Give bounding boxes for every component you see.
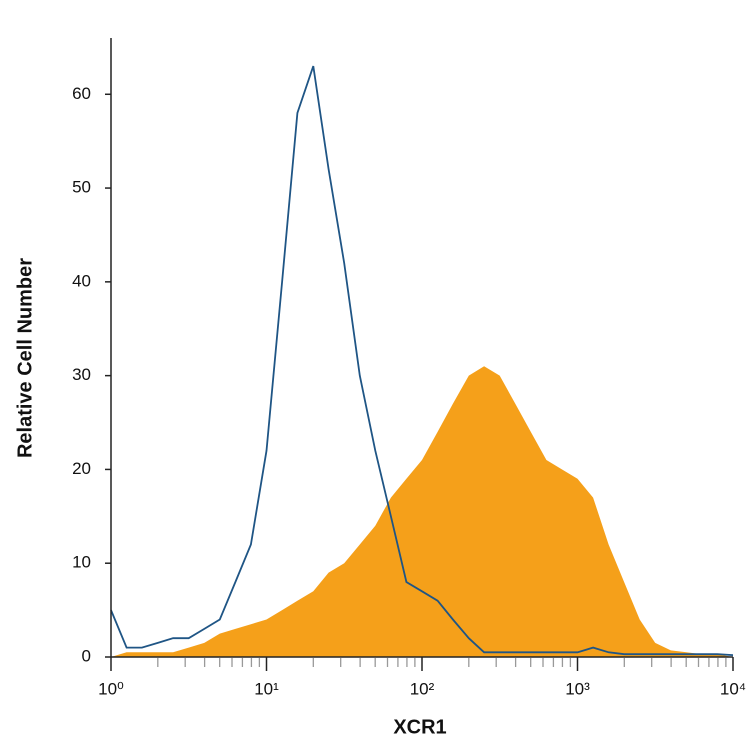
- y-tick-label: 50: [72, 178, 91, 197]
- y-tick-label: 30: [72, 365, 91, 384]
- y-tick-label: 20: [72, 459, 91, 478]
- x-tick-label: 10⁴: [720, 679, 746, 698]
- y-tick-label: 10: [72, 553, 91, 572]
- x-tick-label: 10²: [410, 679, 435, 698]
- x-tick-label: 10¹: [254, 679, 279, 698]
- x-axis-label: XCR1: [393, 716, 446, 738]
- y-axis-label: Relative Cell Number: [14, 258, 36, 458]
- histogram-line: [110, 65, 734, 656]
- x-tick-label: 10³: [565, 679, 590, 698]
- x-tick-label: 10⁰: [98, 679, 124, 698]
- y-tick-label: 60: [72, 84, 91, 103]
- y-tick-label: 0: [82, 646, 91, 665]
- y-tick-label: 40: [72, 271, 91, 290]
- histogram-area: [111, 366, 733, 657]
